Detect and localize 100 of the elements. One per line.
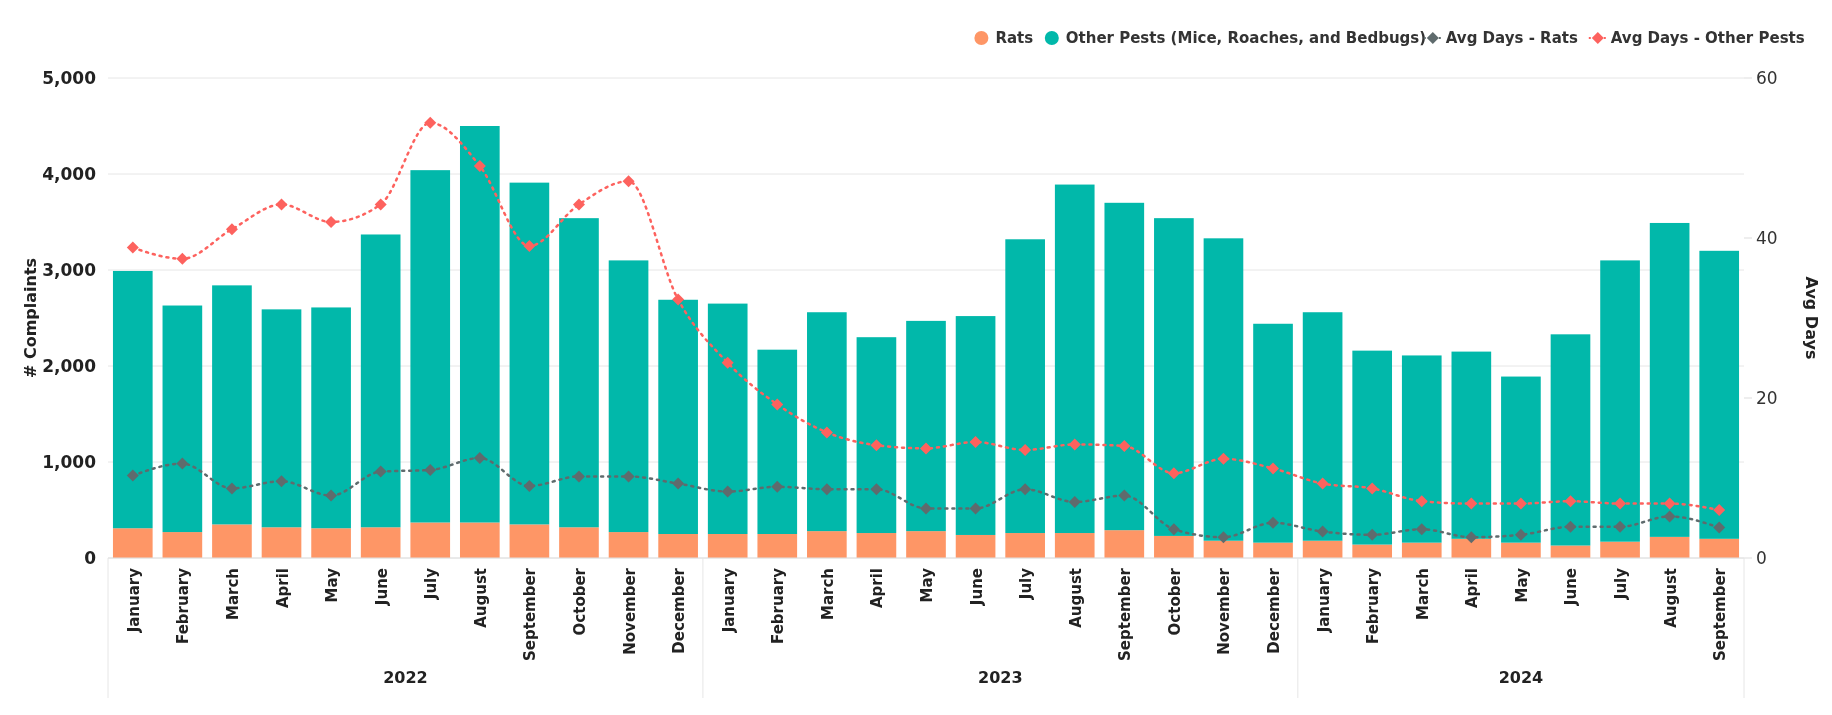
x-tick-label: January [124,567,143,634]
bar [707,303,748,534]
x-tick-label: December [1265,567,1284,654]
bar [509,182,550,525]
point [1366,528,1379,541]
point [771,398,784,411]
bar [1352,544,1393,558]
point [473,160,486,172]
point [374,198,387,211]
bar [1054,184,1095,534]
y2-tick-label: 20 [1756,388,1778,408]
point [622,175,635,188]
text: 2024 [1498,668,1544,687]
bar [1451,351,1492,539]
y-tick-label: 1,000 [42,452,97,472]
point [1663,497,1676,510]
point [1167,467,1180,480]
bar [360,234,401,528]
bar [1600,260,1640,542]
y2-tick-label: 60 [1756,68,1778,88]
bar [1699,250,1740,539]
point [1366,482,1379,495]
point [1465,497,1478,510]
point [1019,483,1032,496]
point [870,483,883,496]
legend-label: Avg Days - Rats [1445,29,1578,47]
point [523,480,536,492]
x-tick-label: February [769,567,788,644]
point [969,436,982,448]
bar [1501,542,1541,558]
bar [1550,334,1591,546]
x-tick-label: June [1562,568,1581,607]
point [1564,495,1577,508]
bar [112,270,153,529]
point [424,116,437,129]
point [672,293,685,306]
point [721,485,734,498]
bar [1203,238,1244,541]
point [1118,489,1131,502]
bar [658,534,698,558]
y2-tick-label: 40 [1756,228,1778,248]
y2-tick-label: 0 [1756,548,1767,568]
x-tick-label: September [521,567,540,661]
point [325,489,338,502]
point [820,426,833,439]
bar [608,532,649,558]
point [1068,438,1081,451]
point [1316,525,1329,538]
point [1564,520,1577,533]
bar [410,522,451,558]
x-tick-label: May [918,567,936,603]
bar [559,218,599,528]
text: 2022 [383,668,428,687]
x-tick-label: July [422,567,441,601]
point [126,469,139,482]
bar [1401,355,1442,543]
point [920,502,932,515]
point [1713,521,1726,534]
bar [1154,535,1194,558]
point [275,475,288,488]
bar [311,528,351,558]
legend-label: Rats [995,29,1034,47]
point [1614,520,1627,533]
bar [459,522,500,558]
x-tick-label: July [1017,567,1036,601]
x-tick-label: January [1314,567,1333,634]
point [721,356,734,369]
bar [1600,541,1640,558]
bar [1203,540,1244,558]
bar [757,534,798,558]
x-tick-label: June [372,568,391,607]
y-tick-label: 0 [84,548,97,568]
y-tick-label: 4,000 [42,164,97,184]
x-tick-label: January [719,567,738,634]
bar [1451,538,1492,558]
bar [807,531,847,558]
x-tick-label: May [323,567,342,603]
bar [1005,239,1045,534]
bar [1253,323,1293,543]
bar [559,527,599,558]
point [1217,452,1230,465]
point [1019,444,1032,456]
bar [608,260,649,533]
point [1267,462,1280,475]
point [275,198,288,211]
point [176,457,189,470]
point [1068,496,1081,508]
y2-axis-title: Avg Days [1802,276,1821,360]
bar [1154,218,1194,536]
bar [1104,202,1145,531]
point [870,439,883,452]
x-tick-label: October [1165,567,1184,636]
legend-label: Other Pests (Mice, Roaches, and Bedbugs) [1065,29,1427,47]
x-tick-label: August [1066,568,1085,628]
point [672,477,685,490]
bar [707,534,748,558]
x-tick-label: February [1364,567,1383,644]
y-tick-label: 5,000 [42,68,97,88]
legend-label: Avg Days - Other Pests [1610,29,1805,47]
x-tick-label: February [174,567,193,644]
